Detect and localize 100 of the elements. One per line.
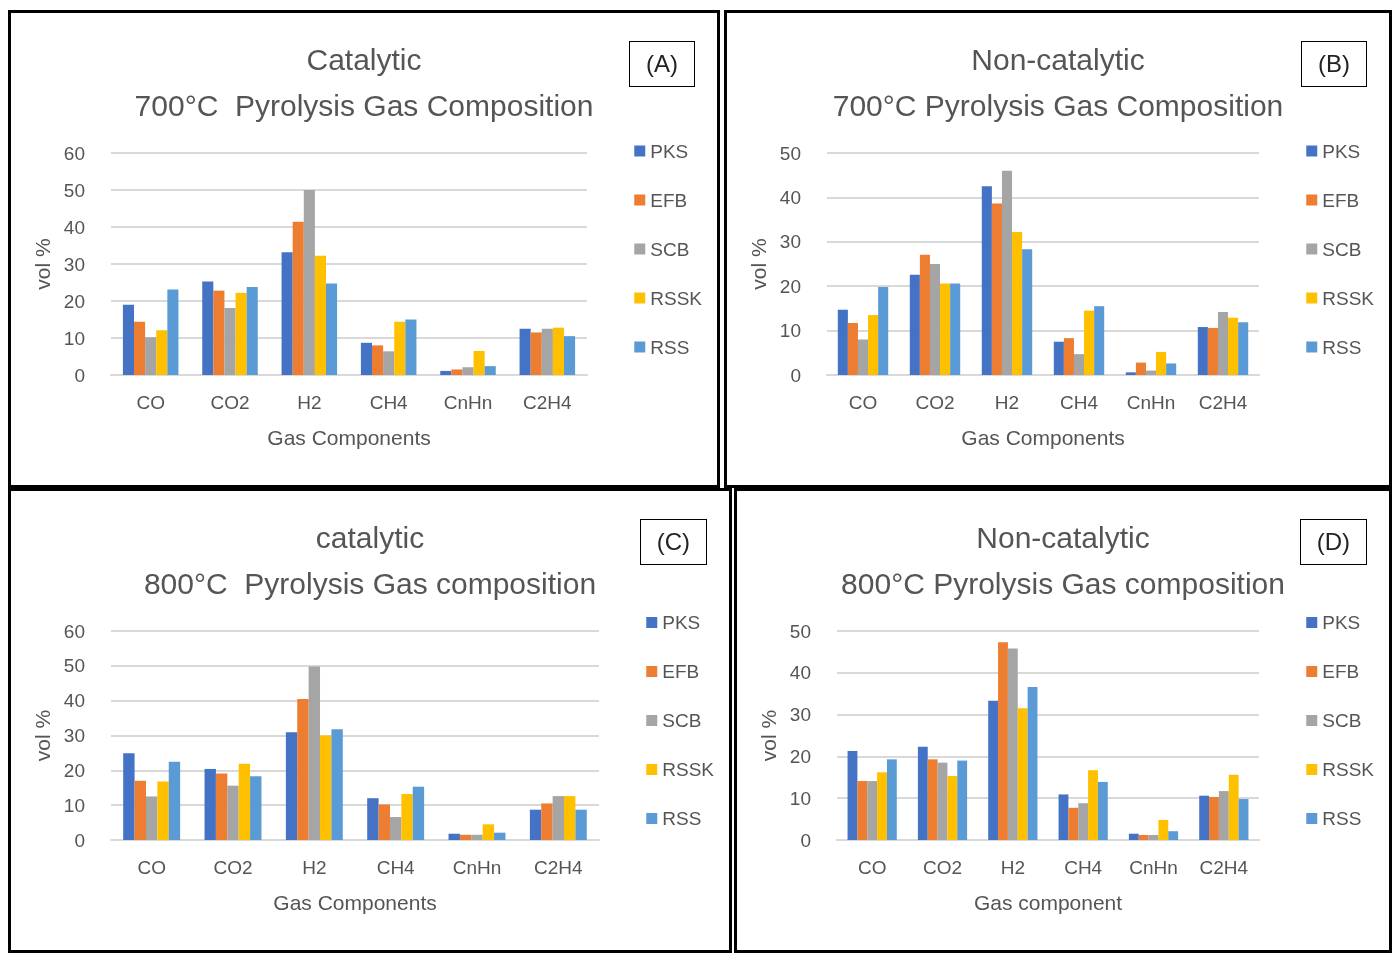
bar [917,746,928,840]
x-tick-label: CH4 [376,857,416,878]
legend-label: EFB [662,661,700,682]
bar [325,283,338,375]
bar [320,735,332,840]
chart-title: catalytic 800°C Pyrolysis Gas composition [143,520,597,600]
bar [1158,819,1169,840]
bar [1088,770,1098,840]
bar [1207,327,1218,375]
bar [940,283,951,375]
bar [204,768,216,840]
bar [123,753,135,840]
y-tick-label: 10 [789,787,811,809]
bar [157,781,169,840]
x-tick-label: CO2 [210,392,250,413]
bar [360,342,373,375]
y-tick-label: 50 [63,655,85,677]
bar [394,321,406,375]
bar [1166,363,1177,375]
bar [1063,338,1074,375]
bar [1218,791,1229,840]
bar [238,763,251,840]
bar [1217,311,1229,375]
y-tick-label: 0 [74,364,85,386]
bar [837,309,848,375]
bar [122,304,135,375]
bar [1125,372,1136,375]
bar [929,264,941,375]
bar [519,328,531,375]
bar [868,315,879,375]
legend-label: RSS [662,808,702,829]
y-tick-label: 30 [779,231,801,253]
x-axis-title: Gas component [973,891,1123,914]
bar [541,328,553,375]
x-tick-label: CO2 [915,392,955,413]
x-axis-title: Gas Components [273,891,437,914]
bar [1084,310,1095,375]
bar [1022,249,1033,375]
text: (B) [1301,41,1367,87]
bar [857,781,868,840]
x-tick-label: C2H4 [523,392,573,413]
bar [134,780,146,840]
bar [473,350,485,375]
legend-label: RSSK [650,287,703,309]
bar [145,796,158,840]
bar [1135,362,1146,375]
bar [250,776,262,840]
bar [998,642,1008,840]
chart-title: Catalytic 700°C Pyrolysis Gas Composition [134,42,594,122]
bar [168,761,181,840]
y-tick-label: 40 [63,690,85,712]
legend-label: RSS [1322,808,1362,829]
legend-label: EFB [1322,661,1360,682]
y-tick-label: 10 [63,327,85,349]
legend-label: PKS [650,140,689,162]
bar [224,308,236,375]
bar [1199,795,1210,840]
bar [1078,803,1089,840]
bar [372,345,384,375]
bar [564,796,576,840]
bar [471,834,483,840]
bar [1197,327,1208,375]
bar [529,809,542,840]
y-tick-label: 0 [74,829,85,851]
bar [383,351,395,375]
bar [877,772,887,840]
bar [981,186,992,375]
legend-label: SCB [662,710,702,731]
bar [1058,794,1069,840]
bar [482,824,495,840]
y-tick-label: 50 [789,620,811,642]
bar [909,274,920,375]
bar [1068,807,1079,840]
x-tick-label: CO [136,392,165,413]
bar [1128,833,1139,840]
chart-title: Non-catalytic 800°C Pyrolysis Gas composition [841,520,1285,600]
x-tick-label: C2H4 [1199,857,1249,878]
bar [1017,708,1028,840]
bar [389,817,402,840]
bar [401,794,413,840]
y-tick-label: 20 [779,275,801,297]
bar [227,785,239,840]
x-tick-label: CnHn [443,392,493,413]
bar [1156,351,1167,375]
x-axis-title: Gas Components [267,426,431,449]
bar [1238,799,1249,840]
y-tick-label: 30 [63,253,85,275]
bar [1168,831,1179,840]
bar [494,832,506,840]
x-tick-label: CO [848,392,878,413]
bar [145,337,157,375]
bar [1001,170,1013,375]
bar [991,203,1002,375]
legend-label: EFB [1322,189,1360,211]
x-tick-label: CH4 [1064,857,1103,878]
bar [950,283,961,375]
bar [134,321,146,375]
bar [1053,341,1064,375]
x-tick-label: CnHn [1126,392,1176,413]
text: (C) [639,519,707,565]
